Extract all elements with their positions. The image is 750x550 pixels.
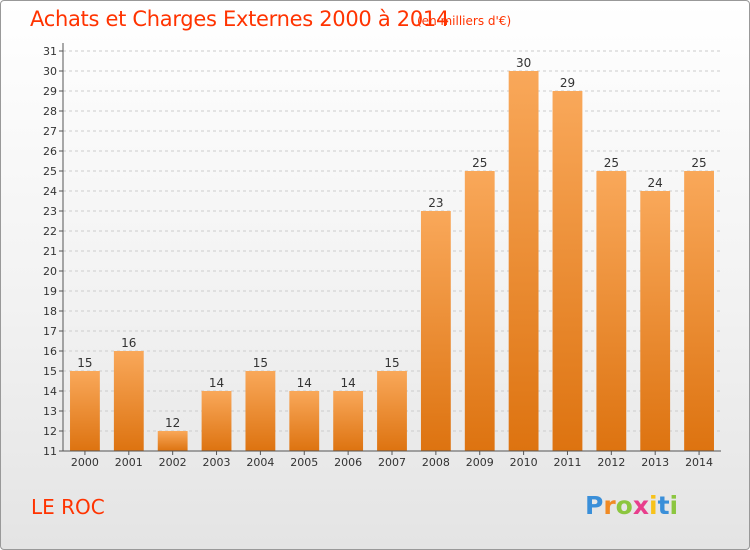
bar (464, 171, 495, 451)
bar (596, 171, 627, 451)
x-tick-label: 2006 (334, 456, 362, 469)
bar (289, 391, 320, 451)
y-tick-label: 30 (43, 65, 57, 78)
bar (377, 371, 407, 451)
logo-letter: P (585, 491, 604, 520)
bar-value-label: 25 (472, 156, 487, 170)
bar-value-label: 25 (691, 156, 706, 170)
bar (552, 91, 583, 451)
y-tick-label: 27 (43, 125, 57, 138)
x-tick-label: 2012 (597, 456, 625, 469)
y-tick-label: 19 (43, 285, 57, 298)
bar-value-label: 29 (560, 76, 575, 90)
y-tick-label: 22 (43, 225, 57, 238)
y-tick-label: 15 (43, 365, 57, 378)
x-tick-label: 2002 (159, 456, 187, 469)
x-tick-label: 2001 (115, 456, 143, 469)
logo-letter: t (657, 491, 670, 520)
bar (157, 431, 188, 451)
logo-letter: x (632, 491, 649, 520)
bar-value-label: 25 (604, 156, 619, 170)
y-tick-label: 12 (43, 425, 57, 438)
bar-value-label: 14 (297, 376, 312, 390)
y-tick-label: 25 (43, 165, 57, 178)
commune-name: LE ROC (31, 495, 105, 519)
y-tick-label: 13 (43, 405, 57, 418)
bar-value-label: 15 (77, 356, 92, 370)
bar-value-label: 16 (121, 336, 136, 350)
y-tick-label: 17 (43, 325, 57, 338)
y-tick-label: 21 (43, 245, 57, 258)
x-tick-label: 2014 (685, 456, 713, 469)
chart-title: Achats et Charges Externes 2000 à 2014 (30, 7, 450, 31)
y-tick-label: 24 (43, 185, 57, 198)
x-tick-label: 2007 (378, 456, 406, 469)
y-tick-label: 20 (43, 265, 57, 278)
bar-value-label: 14 (209, 376, 224, 390)
bar-value-label: 24 (648, 176, 663, 190)
x-tick-label: 2013 (641, 456, 669, 469)
x-tick-label: 2011 (553, 456, 581, 469)
x-tick-label: 2008 (422, 456, 450, 469)
y-tick-label: 29 (43, 85, 57, 98)
x-tick-label: 2004 (246, 456, 274, 469)
bar-value-label: 12 (165, 416, 180, 430)
bar-value-label: 14 (340, 376, 355, 390)
axes: 11 12 13 14 15 16 17 18 19 20 21 22 23 24 25 26 27 28 29 30… (43, 43, 721, 469)
x-tick-label: 2000 (71, 456, 99, 469)
x-tick-label: 2003 (203, 456, 231, 469)
x-tick-label: 2005 (290, 456, 318, 469)
bar (420, 211, 451, 451)
bar (201, 391, 232, 451)
bar-value-label: 15 (253, 356, 268, 370)
bars: 15 16 12 14 15 14 14 15 23 25 30 29 25 24 25 (70, 56, 714, 451)
chart-unit: (en milliers d'€) (417, 14, 512, 28)
y-tick-label: 18 (43, 305, 57, 318)
y-tick-label: 11 (43, 445, 57, 458)
x-tick-label: 2010 (510, 456, 538, 469)
bar (508, 71, 539, 451)
logo-letter: i (669, 491, 679, 520)
logo-letter: i (649, 491, 658, 520)
bar (640, 191, 671, 451)
bar-value-label: 23 (428, 196, 443, 210)
bar-value-label: 15 (384, 356, 399, 370)
proxiti-logo: Proxiti (585, 491, 678, 520)
bar (70, 371, 100, 451)
bar (245, 371, 276, 451)
bar-value-label: 30 (516, 56, 531, 70)
y-tick-label: 31 (43, 45, 57, 58)
y-tick-label: 26 (43, 145, 57, 158)
logo-letter: r (603, 491, 616, 520)
logo-letter: o (615, 491, 633, 520)
y-tick-label: 14 (43, 385, 57, 398)
bar (113, 351, 144, 451)
y-tick-label: 16 (43, 345, 57, 358)
y-tick-label: 28 (43, 105, 57, 118)
x-tick-label: 2009 (466, 456, 494, 469)
bar (684, 171, 714, 451)
bar (333, 391, 364, 451)
y-tick-label: 23 (43, 205, 57, 218)
